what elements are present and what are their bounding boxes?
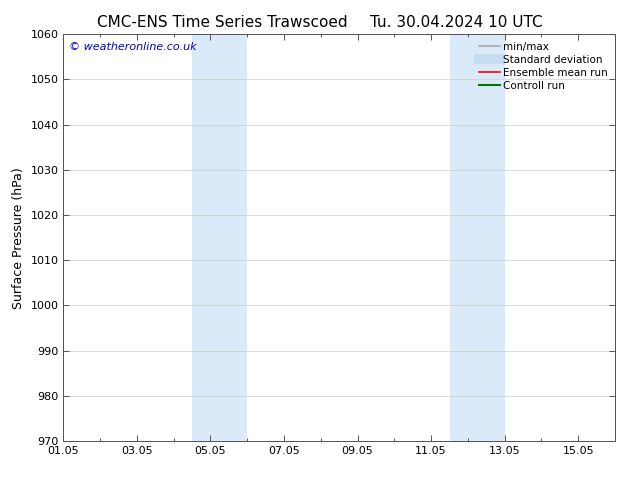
Legend: min/max, Standard deviation, Ensemble mean run, Controll run: min/max, Standard deviation, Ensemble me…: [475, 37, 612, 95]
Text: CMC-ENS Time Series Trawscoed: CMC-ENS Time Series Trawscoed: [96, 15, 347, 30]
Y-axis label: Surface Pressure (hPa): Surface Pressure (hPa): [12, 167, 25, 309]
Text: © weatheronline.co.uk: © weatheronline.co.uk: [69, 43, 197, 52]
Text: Tu. 30.04.2024 10 UTC: Tu. 30.04.2024 10 UTC: [370, 15, 543, 30]
Bar: [450, 34, 505, 441]
Bar: [192, 34, 247, 441]
